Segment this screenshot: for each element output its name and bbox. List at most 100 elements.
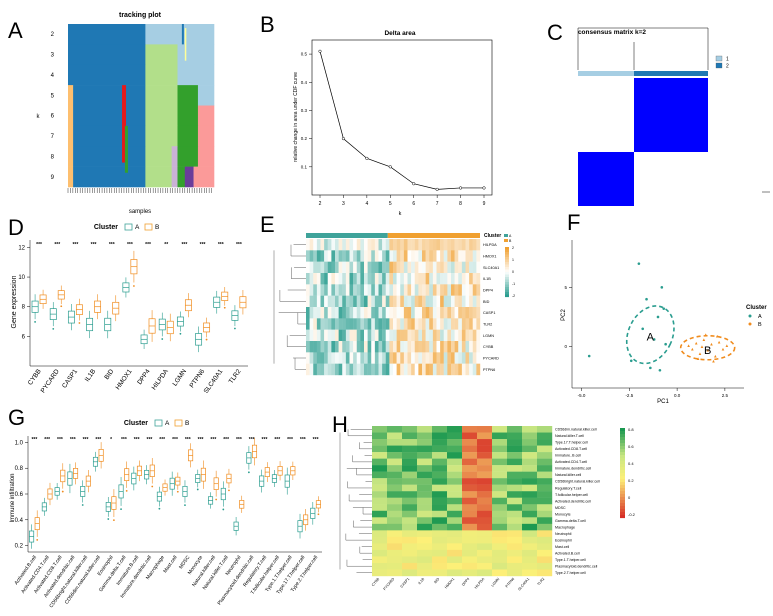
- e-heatmap-cell: [360, 341, 365, 353]
- h-heatmap-cell: [492, 432, 508, 440]
- h-heatmap-cell: [417, 484, 433, 492]
- h-heatmap-cell: [537, 484, 553, 492]
- h-row-label: Type.2.T.helper.cell: [555, 571, 586, 575]
- e-row-label: CASP1: [483, 311, 495, 315]
- e-heatmap-cell: [378, 341, 383, 353]
- e-row-label: HMOX1: [483, 255, 497, 259]
- h-heatmap-cell: [477, 491, 493, 498]
- e-scale-step: [505, 274, 509, 278]
- e-heatmap-cell: [472, 307, 477, 319]
- e-heatmap-cell: [396, 239, 401, 251]
- e-heatmap-cell: [432, 352, 437, 364]
- e-heatmap-cell: [447, 329, 452, 342]
- e-heatmap-cell: [349, 261, 354, 274]
- e-heatmap-cell: [429, 250, 434, 262]
- delta-area-plot: Delta area relative change in area under…: [293, 30, 493, 217]
- e-heatmap-cell: [367, 273, 372, 285]
- e-heatmap-cell: [422, 352, 426, 364]
- e-legend-b: B: [509, 239, 512, 243]
- delta-xlabel: k: [399, 211, 402, 217]
- f-point-b: ▲: [709, 342, 713, 347]
- e-heatmap-cell: [338, 261, 343, 274]
- e-heatmap-cell: [472, 341, 477, 353]
- e-scale-label: 2: [512, 246, 514, 250]
- e-heatmap-cell: [396, 329, 401, 342]
- e-heatmap-cell: [440, 250, 444, 262]
- h-heatmap-cell: [387, 497, 403, 505]
- h-heatmap-cell: [432, 458, 448, 466]
- e-heatmap-cell: [443, 329, 448, 342]
- e-heatmap-cell: [374, 295, 379, 308]
- h-heatmap-cell: [432, 517, 448, 525]
- e-legend-b-swatch: [504, 239, 508, 242]
- h-heatmap-cell: [477, 536, 493, 544]
- h-heatmap-cell: [417, 432, 433, 440]
- e-heatmap-cell: [306, 284, 310, 296]
- h-heatmap-cell: [372, 497, 388, 505]
- h-scale-step: [620, 443, 625, 447]
- h-heatmap-cell: [462, 439, 478, 446]
- h-heatmap-cell: [417, 426, 433, 433]
- e-heatmap-cell: [403, 273, 408, 285]
- h-heatmap-cell: [477, 426, 493, 433]
- e-heatmap-cell: [313, 239, 318, 251]
- h-heatmap-cell: [387, 543, 403, 551]
- e-heatmap-cell: [327, 329, 332, 342]
- e-heatmap-cell: [454, 250, 459, 262]
- e-heatmap-cell: [306, 239, 310, 251]
- e-heatmap-cell: [313, 261, 318, 274]
- e-heatmap-cell: [476, 250, 481, 262]
- h-heatmap-cell: [477, 510, 493, 518]
- e-heatmap-cell: [349, 273, 354, 285]
- h-heatmap-cell: [477, 530, 493, 538]
- signif-label: ***: [172, 437, 178, 443]
- e-heatmap-cell: [327, 307, 332, 319]
- h-heatmap-cell: [537, 491, 553, 498]
- h-heatmap-cell: [522, 432, 538, 440]
- h-heatmap-cell: [372, 517, 388, 525]
- e-heatmap-cell: [306, 318, 310, 330]
- e-heatmap-cell: [400, 250, 405, 262]
- h-heatmap-cell: [477, 523, 493, 531]
- e-heatmap-cell: [422, 250, 426, 262]
- e-heatmap-cell: [382, 341, 386, 353]
- h-heatmap-cell: [507, 471, 523, 479]
- e-heatmap-cell: [345, 341, 350, 353]
- e-heatmap-cell: [371, 261, 376, 274]
- e-heatmap-cell: [335, 273, 339, 285]
- e-heatmap-cell: [458, 250, 463, 262]
- h-scale-step: [620, 497, 625, 501]
- e-heatmap-cell: [353, 239, 357, 251]
- e-heatmap-cell: [389, 307, 394, 319]
- h-heatmap-cell: [507, 530, 523, 538]
- e-heatmap-cell: [443, 363, 448, 376]
- e-scale-step: [505, 292, 509, 295]
- e-heatmap-cell: [447, 307, 452, 319]
- e-heatmap-cell: [338, 284, 343, 296]
- tracking-cell: [145, 105, 178, 127]
- tracking-cell: [171, 166, 178, 188]
- h-heatmap-cell: [447, 543, 463, 551]
- signif-label: ***: [236, 242, 242, 248]
- e-heatmap-cell: [356, 239, 361, 251]
- f-point-b: ▲: [690, 346, 694, 351]
- h-heatmap-cell: [537, 569, 553, 577]
- h-scale-step: [620, 509, 625, 513]
- h-heatmap-cell: [492, 491, 508, 498]
- h-heatmap-cell: [462, 562, 478, 570]
- h-heatmap-cell: [522, 465, 538, 472]
- e-heatmap-cell: [385, 273, 390, 285]
- f-point-a: [649, 366, 652, 370]
- e-scale-label: -2: [512, 294, 515, 298]
- e-heatmap-cell: [320, 352, 325, 364]
- h-heatmap-cell: [492, 562, 508, 570]
- signif-label: ***: [72, 242, 78, 248]
- h-heatmap-cell: [372, 536, 388, 544]
- h-heatmap-cell: [522, 471, 538, 479]
- e-heatmap-cell: [418, 261, 423, 274]
- e-heatmap-cell: [367, 295, 372, 308]
- h-col-label: TLR2: [537, 577, 546, 586]
- h-heatmap-cell: [402, 504, 418, 511]
- h-row-label: Type.1.T.helper.cell: [555, 558, 586, 562]
- h-heatmap-cell: [537, 549, 553, 557]
